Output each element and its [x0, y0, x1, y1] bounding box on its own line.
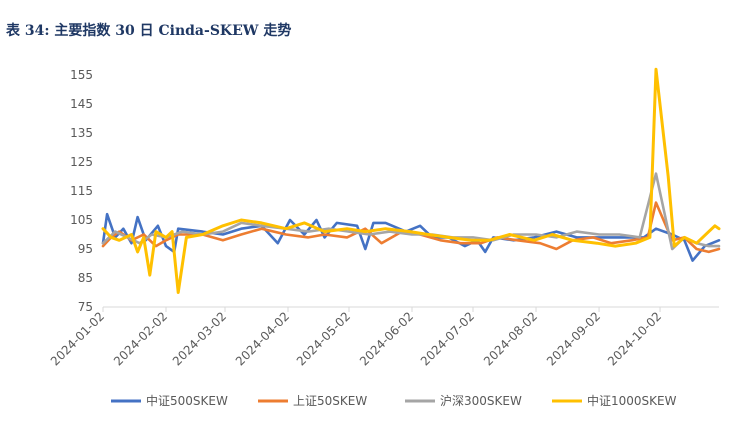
x-tick-label: 2024-05-02	[294, 309, 353, 368]
page-title: 表 34: 主要指数 30 日 Cinda-SKEW 走势	[6, 23, 292, 39]
y-tick-label: 125	[70, 155, 93, 169]
x-tick-label: 2024-10-02	[605, 309, 664, 368]
series-line-4	[101, 67, 721, 294]
y-tick-label: 95	[78, 242, 93, 256]
x-tick-label: 2024-09-02	[544, 309, 603, 368]
y-tick-label: 105	[70, 213, 93, 227]
x-tick-label: 2024-06-02	[357, 309, 416, 368]
x-tick-label: 2024-01-02	[48, 309, 107, 368]
series-line-1	[101, 212, 721, 262]
x-tick-label: 2024-04-02	[233, 309, 292, 368]
series-line-3	[101, 172, 721, 251]
legend-label: 中证1000SKEW	[587, 393, 677, 408]
x-tick-label: 2024-08-02	[481, 309, 540, 368]
y-tick-label: 135	[70, 126, 93, 140]
y-tick-label: 85	[78, 271, 93, 285]
y-tick-label: 155	[70, 68, 93, 82]
x-tick-label: 2024-07-02	[418, 309, 477, 368]
y-tick-label: 115	[70, 184, 93, 198]
x-tick-label: 2024-03-02	[170, 309, 229, 368]
legend-label: 上证50SKEW	[293, 394, 367, 408]
legend-label: 沪深300SKEW	[440, 394, 522, 408]
legend-label: 中证500SKEW	[146, 393, 228, 408]
y-tick-label: 75	[78, 300, 93, 314]
y-tick-label: 145	[70, 97, 93, 111]
x-tick-label: 2024-02-02	[111, 309, 170, 368]
